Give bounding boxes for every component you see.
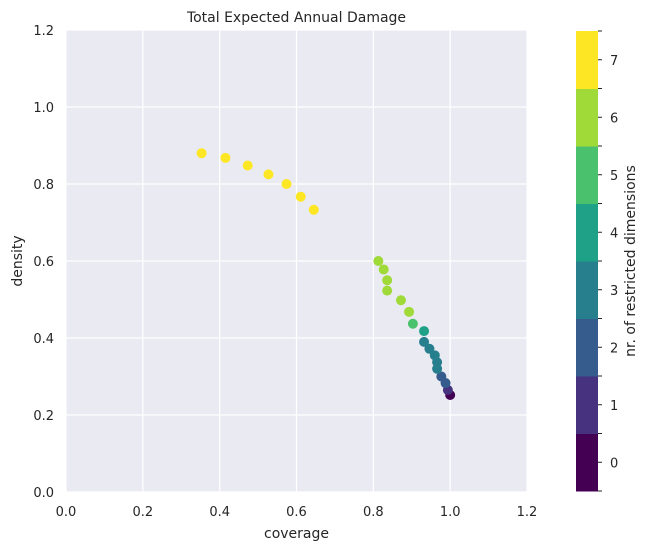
colorbar-tick-label: 7: [610, 54, 618, 69]
x-tick-label: 0.6: [286, 505, 307, 520]
colorbar: 0 1 2 3 4 5 6 7: [576, 30, 618, 492]
y-tick-label: 0.0: [33, 486, 54, 501]
colorbar-segment: [576, 146, 598, 204]
x-tick-label: 0.0: [56, 505, 77, 520]
x-axis-label: coverage: [264, 526, 329, 542]
y-tick-label: 0.8: [33, 178, 54, 193]
data-point: [263, 169, 274, 180]
x-tick-label: 0.8: [363, 505, 384, 520]
y-tick-label: 0.2: [33, 409, 54, 424]
colorbar-tick-label: 6: [610, 111, 618, 126]
data-point: [395, 295, 406, 306]
colorbar-tick-label: 4: [610, 226, 618, 241]
x-tick-label: 1.2: [517, 505, 538, 520]
y-tick-label: 1.2: [33, 24, 54, 39]
colorbar-label: nr. of restricted dimensions: [623, 165, 639, 357]
data-point: [382, 285, 393, 296]
colorbar-tick-label: 2: [610, 341, 618, 356]
y-axis-ticks: 0.0 0.2 0.4 0.6 0.8 1.0 1.2: [33, 24, 54, 501]
colorbar-segment: [576, 433, 598, 492]
data-point: [242, 160, 253, 171]
colorbar-tick-label: 1: [610, 399, 618, 414]
data-point: [436, 371, 447, 382]
data-point: [281, 179, 292, 189]
data-point: [382, 275, 393, 286]
data-point: [378, 264, 389, 275]
colorbar-segment: [576, 203, 598, 262]
data-point: [373, 256, 384, 266]
data-point: [196, 148, 207, 159]
data-points: [196, 148, 456, 400]
y-tick-label: 0.6: [33, 255, 54, 270]
data-point: [404, 306, 415, 317]
x-axis-ticks: 0.0 0.2 0.4 0.6 0.8 1.0 1.2: [56, 505, 538, 520]
chart-title: Total Expected Annual Damage: [186, 10, 406, 26]
colorbar-tick-label: 5: [610, 169, 618, 184]
x-tick-label: 0.4: [209, 505, 230, 520]
data-point: [419, 336, 430, 347]
y-axis-label: density: [10, 235, 26, 286]
colorbar-segment: [576, 261, 598, 319]
data-point: [407, 318, 418, 329]
data-point: [308, 204, 319, 215]
data-point: [419, 326, 430, 337]
colorbar-tick-label: 3: [610, 284, 618, 299]
y-tick-label: 1.0: [33, 101, 54, 116]
colorbar-segment: [576, 318, 598, 377]
colorbar-segment: [576, 376, 598, 434]
colorbar-tick-label: 0: [610, 456, 618, 471]
data-point: [424, 343, 435, 354]
x-tick-label: 0.2: [132, 505, 153, 520]
colorbar-segment: [576, 88, 598, 147]
x-tick-label: 1.0: [440, 505, 461, 520]
colorbar-segment: [576, 31, 598, 89]
data-point: [295, 191, 306, 202]
data-point: [220, 152, 231, 163]
grid-lines: [65, 29, 528, 493]
y-tick-label: 0.4: [33, 332, 54, 347]
